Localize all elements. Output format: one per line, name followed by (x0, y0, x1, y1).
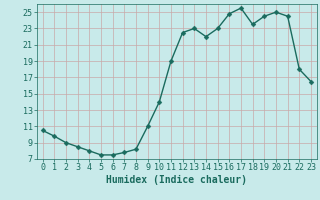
X-axis label: Humidex (Indice chaleur): Humidex (Indice chaleur) (106, 175, 247, 185)
